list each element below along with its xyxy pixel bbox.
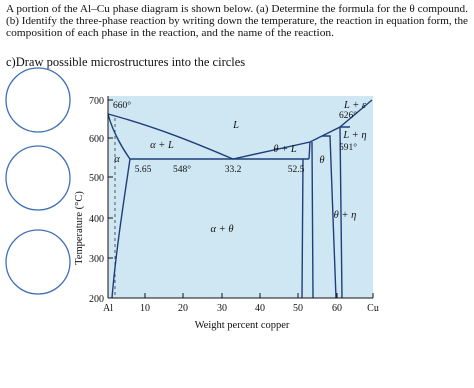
x-tick-label: 10: [140, 303, 150, 314]
drawing-circle[interactable]: [5, 67, 71, 133]
point-label: 33.2: [225, 165, 242, 175]
region-label: θ: [319, 155, 324, 166]
point-label: 548°: [173, 164, 191, 175]
question-line: composition of each phase in the reactio…: [6, 28, 334, 39]
point-label: 5.65: [135, 165, 152, 175]
drawing-circle[interactable]: [5, 229, 71, 295]
x-tick-label: 40: [255, 303, 265, 314]
eta-bounds: [322, 126, 350, 299]
x-tick-label: 60: [332, 303, 342, 314]
y-tick-label: 500: [89, 173, 104, 184]
region-label: L + ε: [343, 100, 367, 111]
x-tick-label: Al: [103, 303, 113, 314]
y-tick-label: 600: [89, 134, 104, 145]
part-c: c)Draw possible microstructures into the…: [6, 55, 245, 69]
x-tick-label: Cu: [367, 303, 379, 314]
drawing-circle[interactable]: [5, 145, 71, 211]
point-label: 660°: [113, 100, 131, 111]
plot-area: [108, 96, 373, 298]
point-label: 591°: [339, 142, 357, 153]
y-axis-label: Temperature (°C): [74, 191, 85, 265]
x-axis-label: Weight percent copper: [195, 320, 290, 331]
question-line: (b) Identify the three-phase reaction by…: [6, 16, 468, 27]
question-line: A portion of the Al–Cu phase diagram is …: [6, 4, 468, 15]
region-label: L + η: [342, 130, 366, 141]
x-tick-label: 30: [217, 303, 227, 314]
region-label: θ + L: [273, 144, 296, 155]
solvus: [111, 158, 131, 299]
region-label: L: [232, 120, 239, 131]
region-label: α + L: [150, 140, 174, 151]
x-tick-label: 50: [293, 303, 303, 314]
y-tick-label: 200: [89, 294, 104, 305]
phase-diagram: [107, 96, 373, 299]
y-tick-label: 700: [89, 96, 104, 107]
point-label: 52.5: [288, 165, 305, 175]
x-tick-label: 20: [178, 303, 188, 314]
region-label: α: [114, 154, 120, 165]
point-label: 626°: [339, 110, 357, 121]
theta-bounds: [301, 141, 314, 299]
y-tick-label: 300: [89, 254, 104, 265]
region-label: θ + η: [334, 210, 357, 221]
region-label: α + θ: [210, 224, 233, 235]
solidus: [107, 113, 131, 160]
y-tick-label: 400: [89, 214, 104, 225]
